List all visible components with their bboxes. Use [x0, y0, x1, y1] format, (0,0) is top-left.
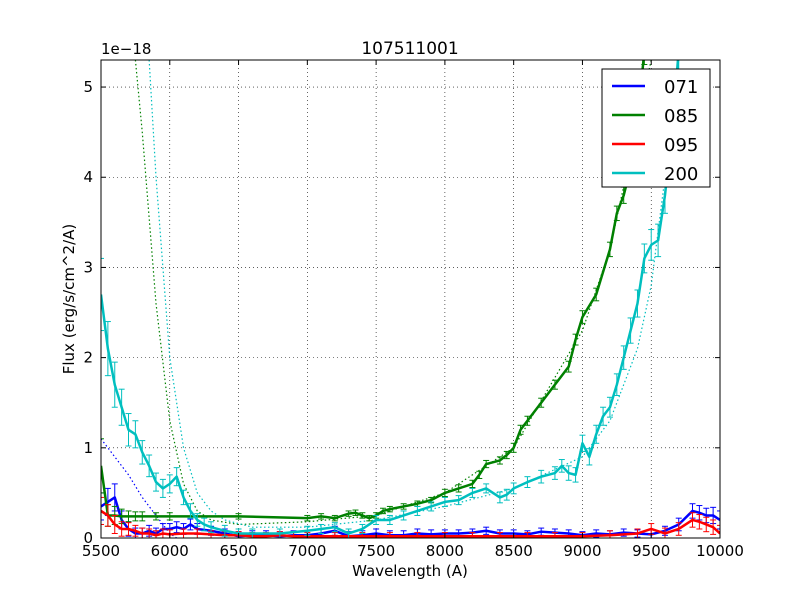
x-tick-label: 7000 [288, 542, 326, 560]
plot-frame [100, 59, 721, 539]
series-line-200 [101, 60, 680, 535]
x-axis-label: Wavelength (A) [352, 562, 468, 580]
x-tick-label: 10000 [696, 542, 744, 560]
y-tick-label: 1 [83, 439, 93, 457]
x-tick-label: 6500 [219, 542, 257, 560]
y-tick-label: 2 [83, 349, 93, 367]
x-tick-label: 9000 [563, 542, 601, 560]
legend-label: 095 [664, 135, 698, 156]
legend-label: 085 [664, 106, 698, 127]
x-tick-label: 5500 [82, 542, 120, 560]
y-tick-label: 4 [83, 168, 93, 186]
y-tick-label: 5 [83, 78, 93, 96]
y-tick-label: 3 [83, 258, 93, 276]
x-tick-label: 9500 [632, 542, 670, 560]
y-axis-label: Flux (erg/s/cm^2/A) [60, 224, 78, 375]
y-offset-label: 1e−18 [101, 40, 151, 58]
x-tick-label: 6000 [151, 542, 189, 560]
y-tick-label: 0 [83, 529, 93, 547]
x-tick-label: 8000 [426, 542, 464, 560]
x-tick-label: 8500 [495, 542, 533, 560]
series-200 [101, 60, 682, 538]
legend: 071 085 095 200 [601, 68, 711, 188]
axis-ticks: 5500 6000 6500 7000 7500 8000 8500 9000 9500 1000… [82, 60, 744, 560]
legend-label: 200 [664, 164, 698, 185]
chart-title: 107511001 [361, 39, 458, 59]
series-line-085 [101, 60, 645, 520]
x-tick-label: 7500 [357, 542, 395, 560]
legend-box [601, 68, 711, 188]
legend-label: 071 [664, 77, 698, 98]
